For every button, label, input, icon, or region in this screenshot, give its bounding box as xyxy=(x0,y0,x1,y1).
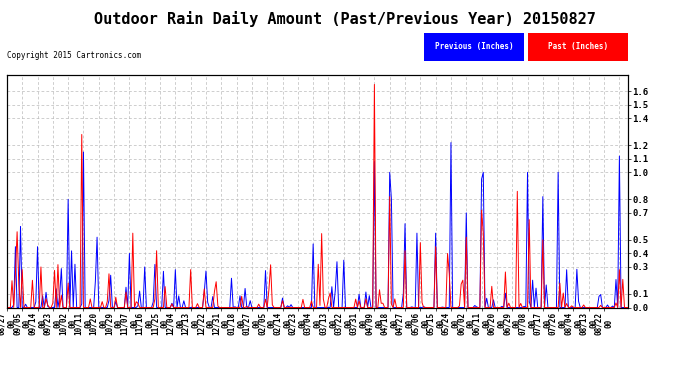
Text: Outdoor Rain Daily Amount (Past/Previous Year) 20150827: Outdoor Rain Daily Amount (Past/Previous… xyxy=(94,11,596,27)
Text: Past (Inches): Past (Inches) xyxy=(548,42,608,51)
Text: Previous (Inches): Previous (Inches) xyxy=(435,42,513,51)
Text: Copyright 2015 Cartronics.com: Copyright 2015 Cartronics.com xyxy=(7,51,141,60)
